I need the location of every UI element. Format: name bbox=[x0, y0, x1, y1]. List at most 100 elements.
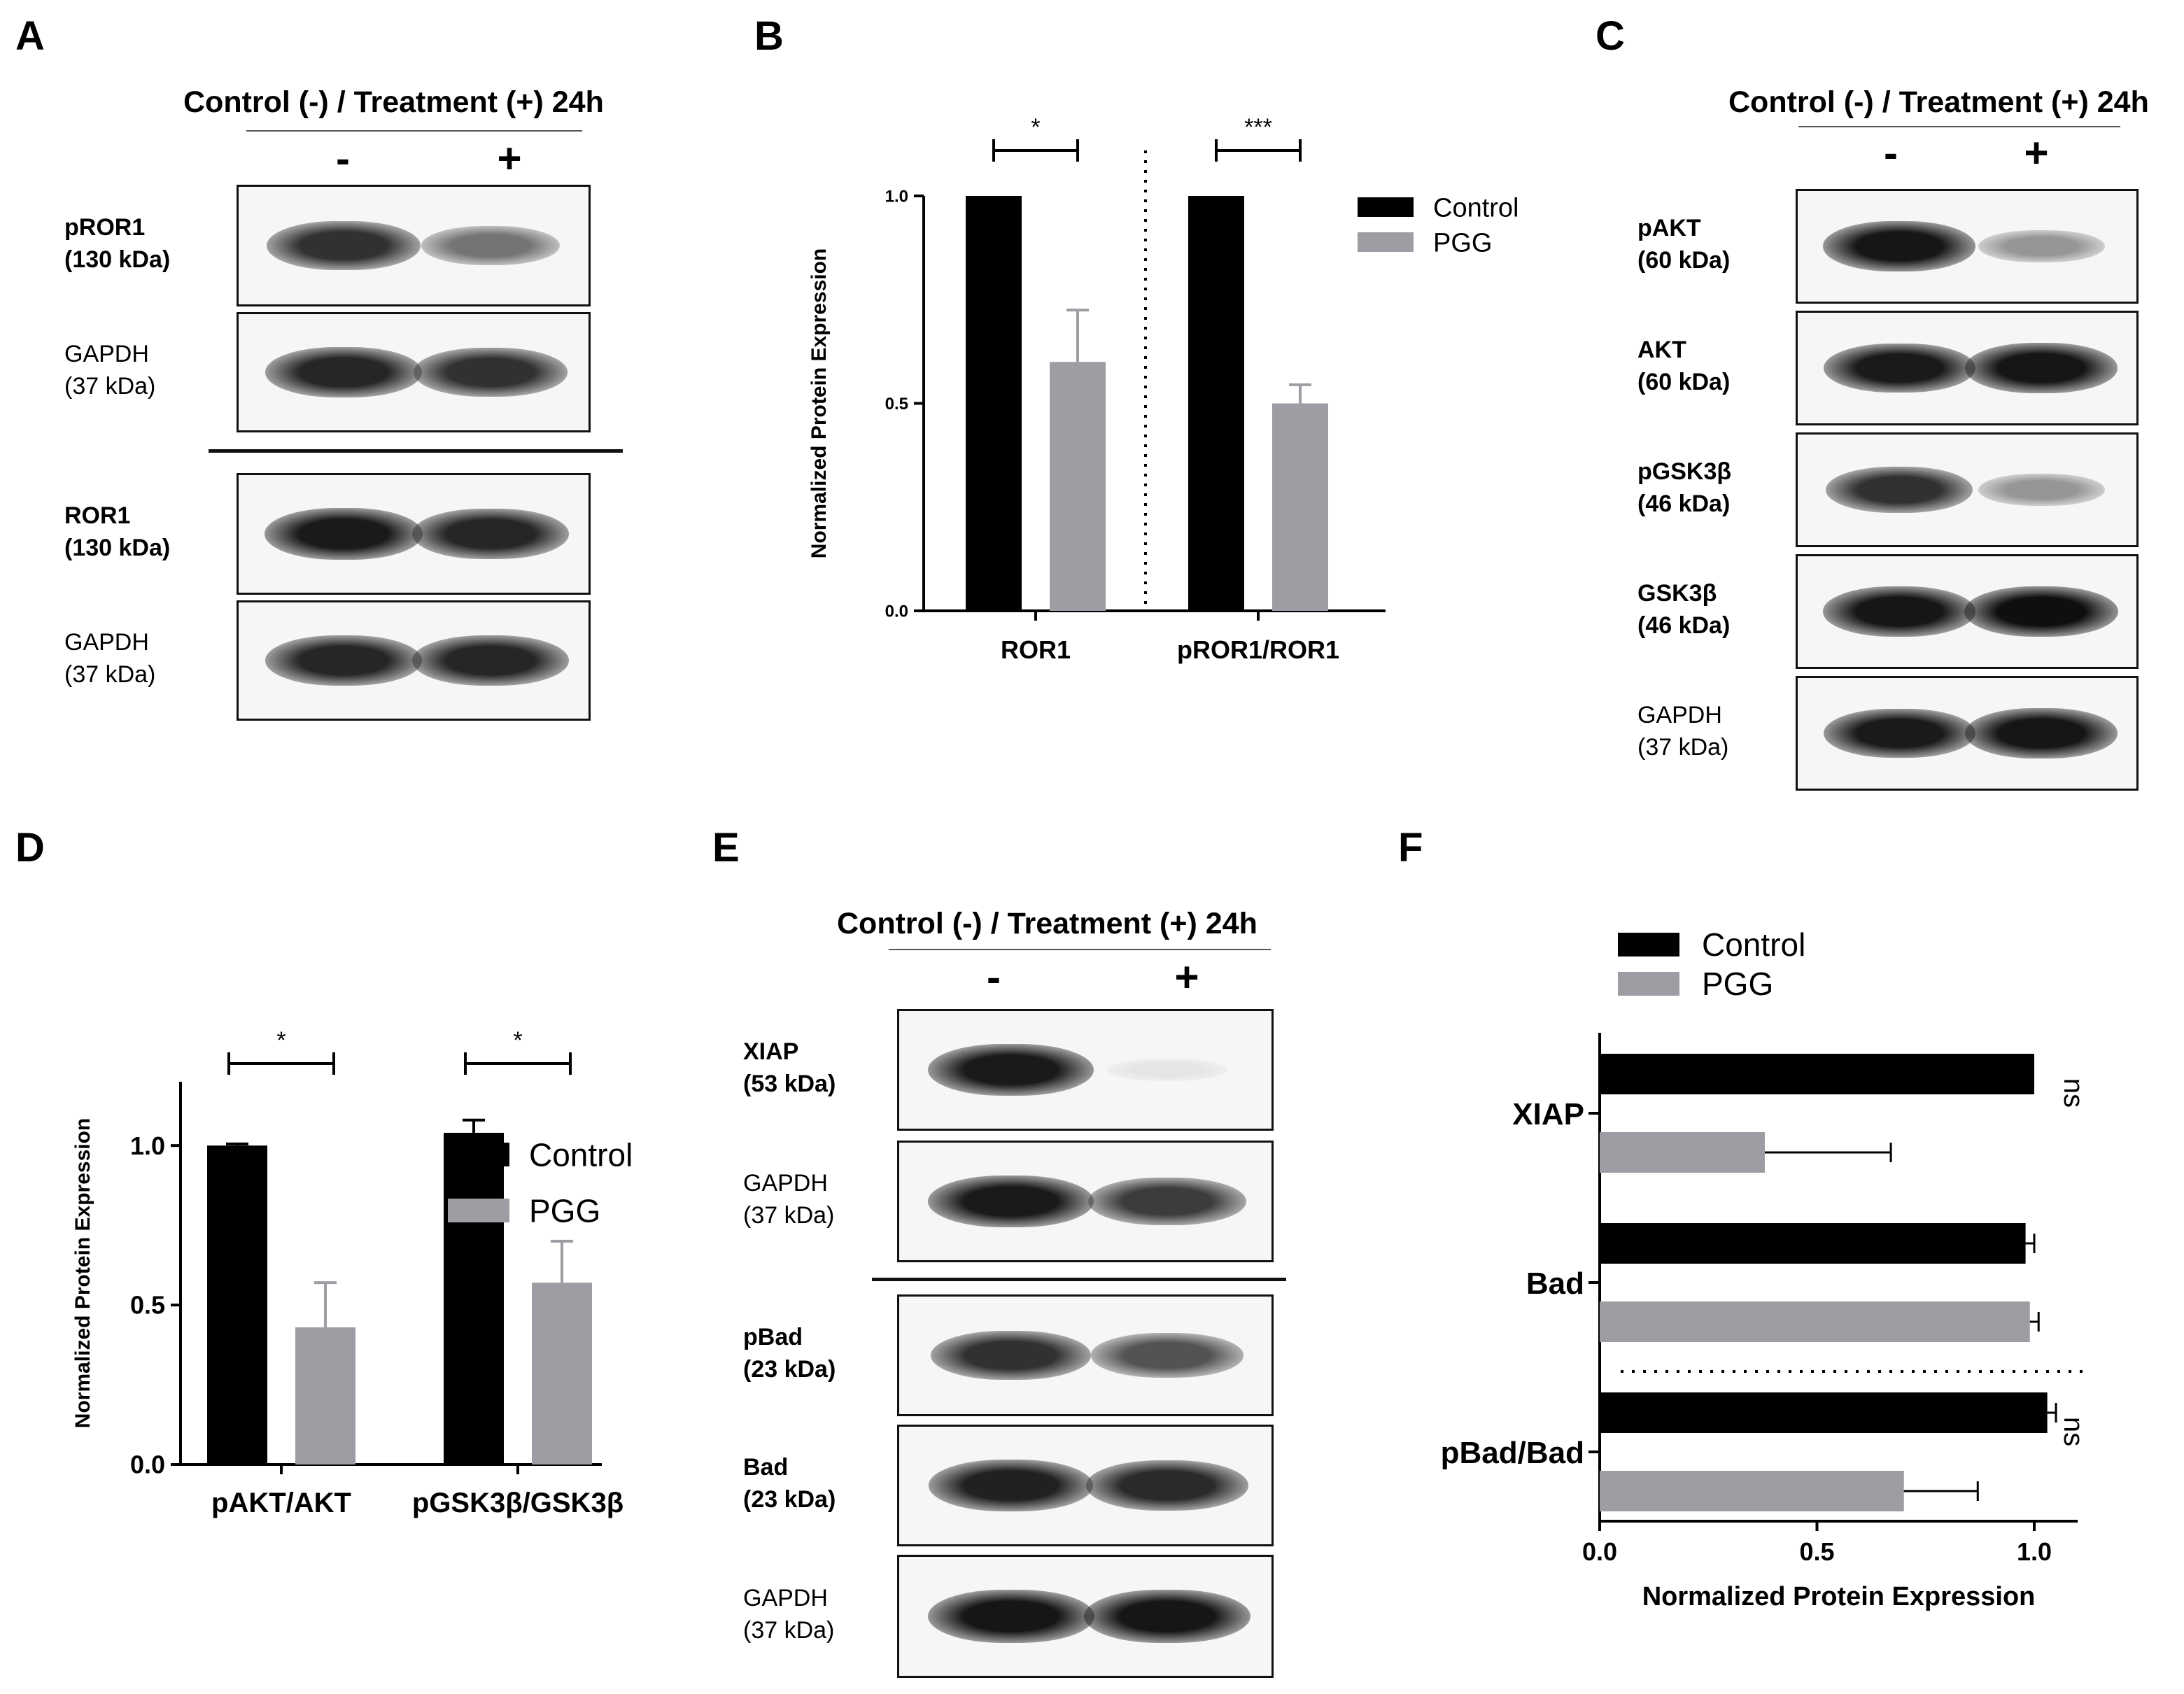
panel-e-title-rule bbox=[889, 949, 1271, 950]
blot-image-c-2 bbox=[1796, 432, 2139, 547]
bar-pgg-0 bbox=[295, 1327, 355, 1464]
bar-pgg-2 bbox=[1600, 1471, 1904, 1511]
band-minus-lane bbox=[1823, 708, 1975, 758]
y-category-label: XIAP bbox=[1512, 1097, 1584, 1131]
significance-marker: ns bbox=[2058, 1078, 2089, 1108]
blot-label-a-0: pROR1 (130 kDa) bbox=[64, 211, 170, 276]
y-tick-label: 0.5 bbox=[130, 1291, 165, 1320]
blot-label-a-2: ROR1 (130 kDa) bbox=[64, 500, 170, 564]
blot-protein-name: pGSK3β bbox=[1637, 458, 1732, 485]
x-tick-label: 1.0 bbox=[2017, 1537, 2052, 1566]
panel-a-separator bbox=[209, 449, 623, 453]
significance-marker: * bbox=[276, 1027, 286, 1054]
significance-marker: * bbox=[513, 1027, 522, 1054]
blot-kda: (130 kDa) bbox=[64, 246, 171, 273]
x-tick-label: 0.5 bbox=[1799, 1537, 1834, 1566]
x-category-label: ROR1 bbox=[1001, 635, 1071, 664]
legend-swatch-control bbox=[1358, 197, 1414, 217]
panel-a-title-rule bbox=[246, 130, 582, 132]
blot-label-c-2: pGSK3β (46 kDa) bbox=[1637, 456, 1731, 520]
blot-label-a-3: GAPDH (37 kDa) bbox=[64, 626, 155, 691]
blot-kda: (37 kDa) bbox=[1637, 734, 1729, 761]
blot-protein-name: pAKT bbox=[1637, 215, 1701, 241]
panel-a-plus-label: + bbox=[497, 135, 522, 182]
y-tick-label: 1.0 bbox=[885, 187, 908, 206]
band-plus-lane bbox=[1965, 343, 2118, 393]
bar-control-0 bbox=[966, 196, 1022, 611]
bar-control-2 bbox=[1600, 1392, 2048, 1433]
x-category-label: pAKT/AKT bbox=[211, 1488, 351, 1518]
blot-protein-name: XIAP bbox=[743, 1038, 799, 1065]
blot-kda: (46 kDa) bbox=[1637, 612, 1731, 639]
panel-f: F 0.0 0.5 1.0 Normalized Protein Expression… bbox=[1386, 812, 2184, 1694]
bar-control-1 bbox=[1188, 196, 1244, 611]
band-plus-lane bbox=[421, 225, 561, 266]
blot-label-e-3: Bad (23 kDa) bbox=[743, 1451, 836, 1516]
band-minus-lane bbox=[267, 220, 421, 271]
blot-protein-name: GAPDH bbox=[64, 341, 149, 367]
blot-label-a-1: GAPDH (37 kDa) bbox=[64, 338, 155, 402]
blot-label-e-4: GAPDH (37 kDa) bbox=[743, 1582, 834, 1646]
blot-kda: (60 kDa) bbox=[1637, 369, 1731, 395]
legend-swatch-control bbox=[1618, 933, 1679, 957]
panel-d-bar-chart: 0.0 0.5 1.0 Normalized Protein Expression pA… bbox=[71, 1027, 633, 1518]
panel-a-letter: A bbox=[15, 13, 45, 59]
blot-image-e-4 bbox=[897, 1555, 1274, 1678]
blot-kda: (23 kDa) bbox=[743, 1486, 836, 1513]
legend-label-control: Control bbox=[1702, 926, 1805, 963]
band-plus-lane bbox=[1964, 586, 2119, 637]
panel-b: B 0.0 0.5 1.0 Normalized Protein Expression… bbox=[735, 0, 1540, 805]
band-minus-lane bbox=[928, 1043, 1094, 1096]
panel-c-minus-label: - bbox=[1884, 129, 1898, 176]
legend-label-control: Control bbox=[529, 1137, 633, 1173]
band-minus-lane bbox=[265, 347, 422, 397]
blot-image-e-3 bbox=[897, 1425, 1274, 1546]
band-plus-lane bbox=[1965, 708, 2118, 758]
y-category-label: pBad/Bad bbox=[1441, 1436, 1584, 1470]
blot-kda: (37 kDa) bbox=[64, 373, 156, 400]
band-minus-lane bbox=[928, 1175, 1094, 1228]
y-axis-label: Normalized Protein Expression bbox=[71, 1118, 94, 1428]
band-plus-lane bbox=[1978, 473, 2105, 507]
band-plus-lane bbox=[1084, 1589, 1250, 1644]
panel-f-bar-chart: 0.0 0.5 1.0 Normalized Protein Expression XI… bbox=[1441, 926, 2089, 1611]
y-tick-label: 1.0 bbox=[130, 1131, 165, 1160]
legend-label-pgg: PGG bbox=[1702, 966, 1773, 1002]
panel-b-bar-chart: 0.0 0.5 1.0 Normalized Protein Expression RO… bbox=[808, 114, 1519, 664]
blot-label-c-1: AKT (60 kDa) bbox=[1637, 334, 1730, 398]
x-category-label: pGSK3β/GSK3β bbox=[412, 1488, 624, 1518]
significance-marker: ns bbox=[2058, 1417, 2089, 1446]
blot-kda: (46 kDa) bbox=[1637, 490, 1731, 517]
band-minus-lane bbox=[927, 1589, 1094, 1644]
legend-label-pgg: PGG bbox=[1433, 229, 1492, 258]
panel-e: E Control (-) / Treatment (+) 24h - + XI… bbox=[700, 812, 1400, 1694]
blot-image-e-1 bbox=[897, 1141, 1274, 1262]
panel-e-title: Control (-) / Treatment (+) 24h bbox=[837, 907, 1257, 940]
band-minus-lane bbox=[1823, 586, 1976, 637]
bar-pgg-1 bbox=[1272, 403, 1328, 611]
panel-e-letter: E bbox=[712, 825, 740, 870]
blot-image-c-4 bbox=[1796, 676, 2139, 791]
bar-pgg-1 bbox=[532, 1283, 592, 1464]
blot-protein-name: pROR1 bbox=[64, 214, 146, 241]
blot-kda: (53 kDa) bbox=[743, 1071, 836, 1097]
bar-pgg-1 bbox=[1600, 1301, 2030, 1342]
blot-kda: (23 kDa) bbox=[743, 1356, 836, 1383]
panel-c-plus-label: + bbox=[2024, 129, 2049, 176]
band-plus-lane bbox=[414, 348, 568, 397]
blot-kda: (37 kDa) bbox=[743, 1202, 835, 1229]
blot-label-c-0: pAKT (60 kDa) bbox=[1637, 212, 1730, 276]
blot-protein-name: GAPDH bbox=[743, 1170, 828, 1197]
y-category-label: Bad bbox=[1526, 1266, 1584, 1301]
band-minus-lane bbox=[264, 507, 423, 560]
band-plus-lane bbox=[412, 508, 569, 560]
band-plus-lane bbox=[412, 635, 569, 686]
blot-label-e-1: GAPDH (37 kDa) bbox=[743, 1167, 834, 1231]
band-plus-lane bbox=[1978, 230, 2105, 263]
blot-protein-name: GAPDH bbox=[1637, 702, 1722, 728]
legend-swatch-pgg bbox=[1358, 232, 1414, 252]
x-category-label: pROR1/ROR1 bbox=[1177, 635, 1339, 664]
blot-kda: (37 kDa) bbox=[743, 1617, 835, 1644]
panel-e-minus-label: - bbox=[987, 954, 1001, 1001]
panel-c-title-rule bbox=[1798, 126, 2120, 127]
